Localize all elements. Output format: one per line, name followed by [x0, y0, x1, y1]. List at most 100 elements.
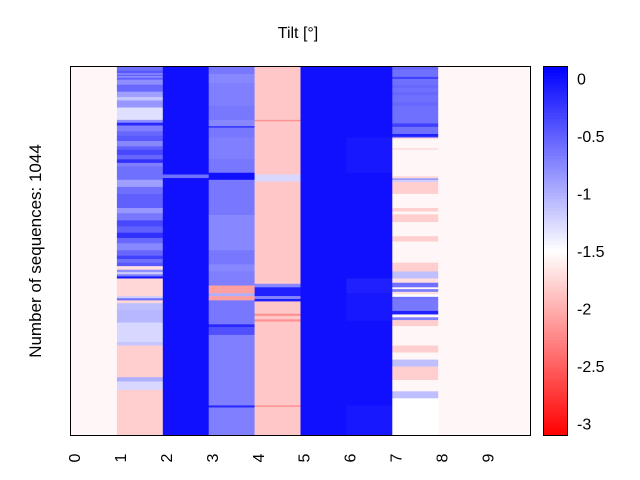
heatmap-cell: [116, 310, 164, 323]
colorbar-swatch: [544, 287, 567, 292]
colorbar-swatch: [544, 82, 567, 86]
colorbar-swatch: [544, 100, 567, 105]
heatmap-cell: [116, 179, 164, 188]
heatmap-cell: [208, 105, 255, 121]
colorbar-swatch: [544, 284, 567, 289]
heatmap-cell: [392, 78, 439, 85]
heatmap-cell: [392, 314, 439, 318]
colorbar-swatch: [544, 367, 567, 371]
colorbar-swatch: [544, 232, 567, 237]
heatmap-cell: [116, 237, 164, 244]
heatmap-cell: [346, 172, 393, 279]
heatmap-cell: [392, 102, 439, 107]
colorbar-tick-label: 0: [577, 72, 586, 89]
heatmap-cell: [116, 213, 164, 221]
colorbar-swatch: [544, 355, 567, 359]
heatmap-cell: [116, 119, 164, 123]
colorbar-swatch: [544, 119, 567, 123]
heatmap-cell: [208, 324, 255, 328]
heatmap-cell: [208, 271, 255, 286]
heatmap-cell: [116, 96, 164, 101]
heatmap-cell: [116, 193, 164, 209]
heatmap-cell: [392, 241, 439, 263]
heatmap-cell: [208, 296, 255, 301]
colorbar-swatch: [544, 318, 567, 322]
heatmap-cell: [116, 125, 164, 132]
heatmap-cell: [116, 186, 164, 195]
colorbar-swatch: [544, 303, 567, 307]
heatmap-cell: [300, 67, 347, 436]
heatmap-cell: [254, 119, 301, 122]
colorbar-swatch: [544, 85, 567, 89]
colorbar-swatch: [544, 281, 567, 286]
heatmap-cell: [392, 137, 439, 140]
heatmap-cell: [254, 321, 301, 406]
heatmap-cells: [71, 67, 531, 436]
colorbar-swatch: [544, 88, 567, 92]
heatmap-cell: [254, 313, 301, 317]
heatmap-cell: [392, 222, 439, 237]
heatmap-cell: [116, 243, 164, 251]
heatmap-cell: [208, 264, 255, 272]
heatmap-cell: [392, 278, 439, 284]
heatmap-cell: [116, 84, 164, 92]
heatmap-cell: [392, 282, 439, 288]
x-tick-label: 8: [434, 453, 451, 462]
colorbar-swatch: [544, 171, 567, 175]
heatmap-cell: [162, 174, 209, 179]
heatmap-cell: [116, 131, 164, 137]
colorbar-swatch: [544, 361, 567, 365]
colorbar-swatch: [544, 428, 567, 433]
colorbar-swatch: [544, 269, 567, 273]
colorbar-swatch: [544, 275, 567, 279]
heatmap-cell: [392, 294, 439, 298]
x-tick-label: 7: [388, 453, 405, 462]
colorbar-swatch: [544, 183, 567, 187]
colorbar-swatch: [544, 407, 567, 411]
heatmap-cell: [346, 67, 393, 138]
heatmap-cell: [392, 91, 439, 96]
heatmap-cell: [116, 220, 164, 227]
heatmap-cell: [392, 88, 439, 92]
heatmap-cell: [208, 67, 255, 75]
y-axis-label: Number of sequences: 1044: [26, 144, 45, 358]
heatmap-cell: [116, 162, 164, 167]
heatmap-cell: [392, 391, 439, 399]
heatmap-cell: [116, 166, 164, 181]
colorbar-swatch: [544, 260, 567, 264]
colorbar-swatch: [544, 73, 567, 77]
heatmap-cell: [392, 262, 439, 272]
colorbar-swatch: [544, 416, 567, 421]
heatmap-cell: [116, 300, 164, 304]
heatmap-cell: [254, 298, 301, 302]
colorbar-swatch: [544, 214, 567, 218]
colorbar-swatch: [544, 217, 567, 221]
colorbar-swatch: [544, 116, 567, 120]
colorbar-swatch: [544, 91, 567, 95]
colorbar-swatch: [544, 70, 567, 74]
heatmap-cell: [208, 293, 255, 297]
heatmap-cell: [254, 174, 301, 182]
colorbar-swatch: [544, 346, 567, 350]
colorbar-swatch: [544, 373, 567, 378]
colorbar-swatch: [544, 168, 567, 172]
heatmap-cell: [116, 79, 164, 85]
heatmap-cell: [116, 74, 164, 77]
colorbar-swatch: [544, 272, 567, 276]
heatmap-cell: [254, 296, 301, 300]
heatmap-cell: [392, 326, 439, 346]
colorbar-swatch: [544, 349, 567, 353]
colorbar-swatch: [544, 128, 567, 132]
colorbar-swatch: [544, 343, 567, 347]
heatmap-cell: [392, 287, 439, 290]
colorbar-swatch: [544, 297, 567, 301]
colorbar-swatch: [544, 312, 567, 316]
heatmap-cell: [208, 250, 255, 265]
heatmap-cell: [392, 320, 439, 327]
heatmap-cell: [392, 352, 439, 360]
colorbar-swatch: [544, 189, 567, 194]
heatmap-cell: [116, 389, 164, 436]
heatmap-cell: [346, 405, 393, 436]
heatmap-cell: [116, 159, 164, 164]
